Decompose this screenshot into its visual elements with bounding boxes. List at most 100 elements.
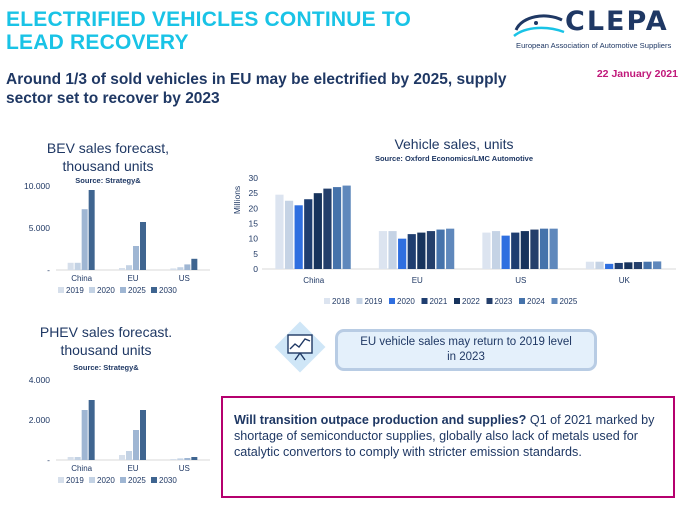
category-label: EU	[127, 464, 138, 473]
legend-label: 2020	[97, 476, 115, 485]
bar-us-2030	[191, 457, 198, 460]
bar-us-2023	[530, 229, 539, 269]
legend-swatch	[356, 298, 363, 304]
legend-swatch	[324, 298, 330, 304]
bar-eu-2025	[133, 430, 139, 460]
legend-label: 2018	[332, 297, 350, 306]
phev-chart: PHEV sales forecast. thousand units Source…	[29, 324, 210, 485]
bar-china-2018	[275, 194, 284, 269]
bar-eu-2019	[119, 455, 125, 460]
y-tick-label: 10	[249, 234, 259, 244]
chart-source: Source: Strategy&	[73, 363, 139, 372]
legend-swatch	[89, 287, 95, 293]
bar-us-2025	[549, 228, 558, 269]
bar-uk-2024	[643, 261, 652, 269]
legend-swatch	[89, 477, 95, 483]
bar-uk-2025	[653, 261, 662, 269]
page-title: ELECTRIFIED VEHICLES CONTINUE TO LEAD RE…	[6, 8, 412, 54]
bar-eu-2020	[126, 265, 132, 270]
legend-label: 2019	[66, 286, 84, 295]
bar-uk-2020	[605, 263, 614, 269]
legend-swatch	[486, 298, 493, 304]
bar-eu-2023	[426, 231, 436, 269]
chart-title: BEV sales forecast,	[47, 140, 169, 156]
bar-eu-2021	[407, 234, 416, 269]
bar-us-2020	[501, 235, 510, 269]
note-text: Q1 of 2021 marked by shortage of semicon…	[234, 413, 655, 459]
bar-us-2019	[491, 231, 501, 269]
note-box: Will transition outpace production and s…	[221, 396, 675, 498]
bar-us-2021	[511, 232, 520, 269]
legend-swatch	[454, 298, 460, 304]
chart-presentation-icon	[274, 321, 326, 373]
category-label: UK	[619, 276, 631, 285]
logo-tagline: European Association of Automotive Suppl…	[516, 41, 672, 50]
bar-eu-2030	[140, 222, 146, 270]
legend-label: 2025	[560, 297, 578, 306]
bar-us-2020	[177, 267, 184, 270]
y-tick-label: 2.000	[29, 415, 51, 425]
vehicle-sales-chart: Vehicle sales, units Source: Oxford Econo…	[232, 136, 676, 306]
bar-us-2019	[170, 459, 177, 460]
bev-chart: BEV sales forecast, thousand units Source:…	[24, 140, 210, 295]
note-bold: Will transition outpace production and s…	[234, 413, 527, 427]
bar-eu-2020	[398, 238, 407, 269]
bar-eu-2018	[378, 231, 388, 269]
legend-label: 2020	[397, 297, 415, 306]
chart-source: Source: Strategy&	[75, 176, 141, 185]
legend-swatch	[120, 477, 126, 483]
chart-title: Vehicle sales, units	[394, 136, 513, 152]
legend-label: 2030	[159, 286, 177, 295]
bar-eu-2019	[119, 268, 125, 270]
bar-uk-2022	[624, 262, 633, 269]
bar-china-2019	[67, 457, 74, 460]
bar-us-2019	[170, 268, 177, 270]
callout-box: EU vehicle sales may return to 2019 leve…	[335, 329, 597, 371]
bar-china-2019	[67, 262, 74, 270]
bar-china-2019	[284, 200, 294, 269]
y-tick-label: 20	[249, 203, 259, 213]
legend-swatch	[58, 477, 64, 483]
legend-label: 2024	[527, 297, 545, 306]
category-label: US	[515, 276, 526, 285]
bar-uk-2019	[595, 261, 604, 269]
legend-label: 2025	[128, 476, 146, 485]
y-tick-label: -	[47, 455, 50, 465]
chart-title: thousand units	[60, 342, 151, 358]
bar-china-2025	[342, 185, 351, 269]
bar-china-2020	[74, 457, 81, 460]
bar-china-2030	[88, 400, 95, 460]
bar-uk-2018	[585, 261, 595, 269]
y-axis-label: Millions	[232, 186, 242, 214]
page-subtitle: Around 1/3 of sold vehicles in EU may be…	[6, 71, 507, 107]
bar-eu-2025	[133, 246, 139, 270]
bar-eu-2025	[446, 228, 455, 269]
legend-swatch	[421, 298, 428, 304]
legend-swatch	[151, 477, 157, 483]
bar-us-2025	[184, 264, 191, 270]
legend-swatch	[551, 298, 558, 304]
category-label: China	[71, 274, 92, 283]
y-tick-label: 4.000	[29, 375, 51, 385]
bar-eu-2020	[126, 451, 132, 460]
bar-china-2020	[74, 262, 81, 270]
legend-label: 2019	[365, 297, 383, 306]
bar-uk-2021	[614, 262, 623, 269]
bar-china-2022	[313, 193, 322, 269]
bar-china-2020	[294, 205, 303, 269]
bar-uk-2023	[633, 262, 643, 269]
clepa-logo-icon	[513, 14, 565, 38]
bar-eu-2024	[436, 229, 445, 269]
category-label: US	[179, 464, 190, 473]
y-tick-label: 5.000	[29, 223, 51, 233]
legend-label: 2022	[462, 297, 480, 306]
bar-eu-2030	[140, 410, 146, 460]
bar-us-2020	[177, 458, 184, 460]
legend-swatch	[389, 298, 395, 304]
bar-us-2030	[191, 258, 198, 270]
legend-label: 2020	[97, 286, 115, 295]
bar-us-2018	[482, 232, 491, 269]
category-label: China	[71, 464, 92, 473]
legend-label: 2030	[159, 476, 177, 485]
bar-eu-2022	[417, 232, 426, 269]
